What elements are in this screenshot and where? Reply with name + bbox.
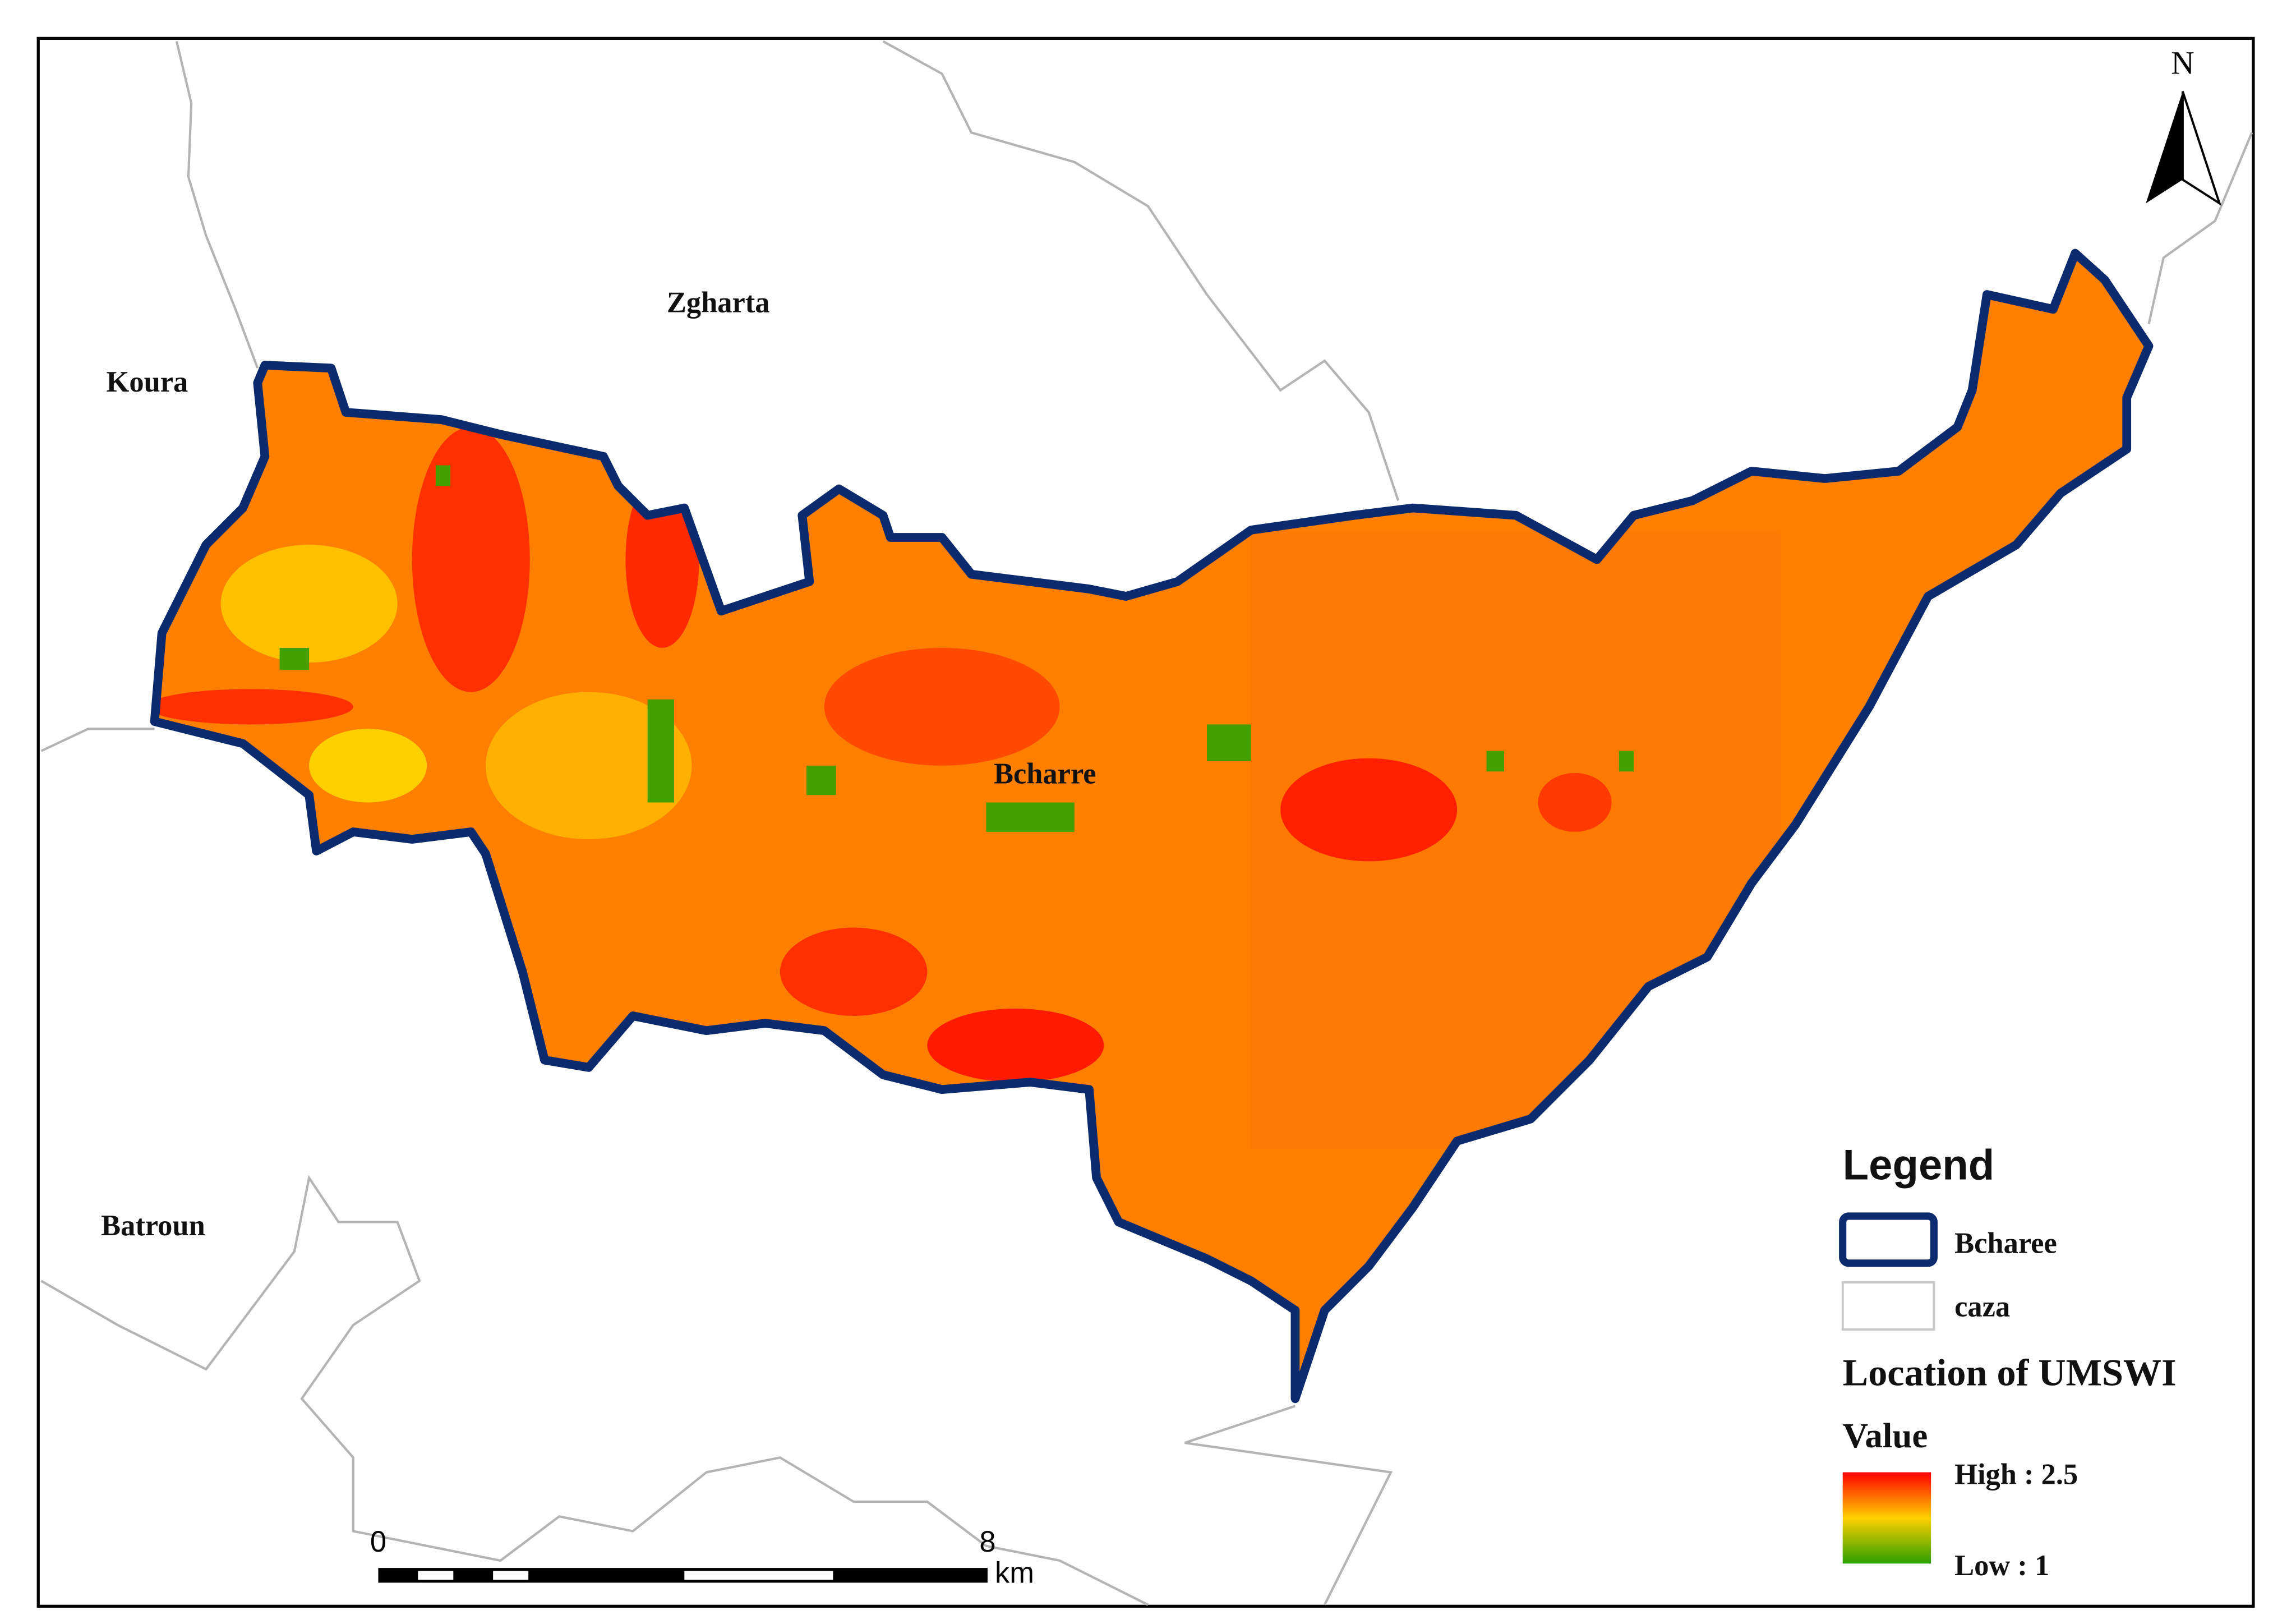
scale-start: 0 — [370, 1525, 386, 1558]
legend-field: Value — [1843, 1416, 1928, 1455]
scale-bar-segment — [684, 1571, 833, 1580]
legend-swatch — [1841, 1281, 1935, 1331]
place-label: Koura — [107, 366, 188, 398]
legend-layer: Location of UMSWI — [1843, 1351, 2177, 1394]
scale-bar-segment — [418, 1571, 454, 1580]
scale-unit: km — [995, 1556, 1034, 1589]
north-arrow-right — [2181, 91, 2222, 206]
place-label: Batroun — [101, 1209, 205, 1242]
legend: Legend Bcharee caza Location of UMSWI Va… — [1839, 1141, 2177, 1582]
north-label: N — [2171, 45, 2194, 81]
legend-high: High : 2.5 — [1954, 1459, 2078, 1491]
legend-title: Legend — [1843, 1141, 1995, 1189]
legend-item: Bcharee — [1954, 1227, 2057, 1259]
caza-boundaries — [40, 40, 2253, 1606]
scale-end: 8 — [979, 1525, 995, 1558]
place-label: Zgharta — [667, 287, 770, 319]
legend-item: caza — [1954, 1290, 2010, 1323]
north-arrow-left — [2146, 91, 2183, 204]
bcharre-boundary — [150, 249, 2154, 1404]
scale-bar: 0 8 km — [370, 1525, 1034, 1589]
legend-swatch — [1839, 1212, 1938, 1267]
place-label: Bcharre — [994, 757, 1096, 790]
north-arrow: N — [2146, 45, 2222, 206]
legend-low: Low : 1 — [1954, 1549, 2049, 1582]
legend-ramp — [1842, 1472, 1931, 1564]
scale-bar-body — [378, 1568, 988, 1583]
scale-bar-segment — [493, 1571, 529, 1580]
